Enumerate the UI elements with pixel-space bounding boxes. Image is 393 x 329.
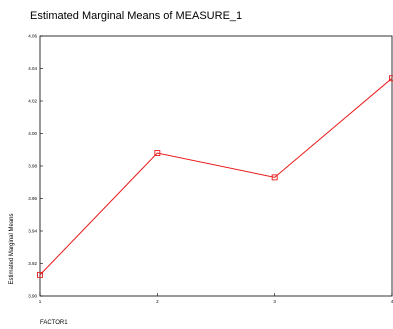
data-point-marker [389,75,393,82]
x-axis-label: FACTOR1 [40,320,68,326]
y-tick-label: 4.00 [28,131,37,136]
x-tick-label: 1 [39,299,42,304]
x-tick-label: 2 [156,299,159,304]
y-tick-label: 3.94 [28,229,37,234]
y-tick-label: 3.96 [28,196,37,201]
x-tick-label: 3 [273,299,276,304]
plot-frame [39,35,393,297]
data-point-marker [154,150,161,156]
y-tick-label: 4.02 [28,99,37,104]
y-tick-label: 3.92 [28,261,37,266]
data-point-marker [271,174,278,181]
x-tick-label: 4 [391,299,393,304]
data-point-marker [37,271,43,278]
y-tick-label: 3.90 [28,294,37,299]
series-line [39,77,393,276]
y-tick-label: 4.06 [28,34,37,39]
chart-title: Estimated Marginal Means of MEASURE_1 [30,10,243,22]
y-tick-label: 4.04 [28,66,37,71]
y-tick-label: 3.98 [28,164,37,169]
